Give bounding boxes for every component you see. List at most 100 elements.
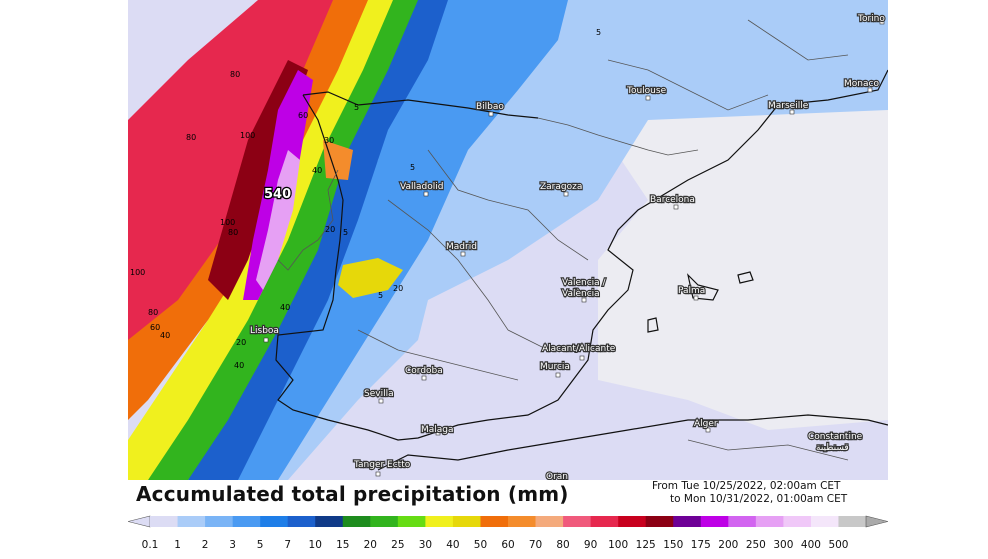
peak-value-label: 540: [264, 187, 291, 202]
city-torino: Torino: [856, 13, 887, 25]
legend-tick-label: 0.1: [142, 539, 159, 551]
city-toulouse: Toulouse: [625, 85, 668, 101]
legend-tick-label: 100: [608, 539, 628, 551]
inland-patch: [338, 258, 403, 298]
legend-swatch: [645, 516, 674, 527]
city-bilbao: Bilbao: [475, 101, 506, 117]
city-valencia: Valencia /València: [561, 277, 608, 303]
contour-label: 100: [130, 268, 145, 277]
contour-label: 60: [150, 323, 160, 332]
legend-arrow-right: [865, 515, 889, 528]
borders: [277, 19, 849, 461]
legend-tick-label: 3: [229, 539, 236, 551]
contour-label: 80: [228, 228, 238, 237]
svg-text:Torino: Torino: [857, 14, 885, 24]
legend-tick-label: 2: [202, 539, 209, 551]
legend-swatch: [260, 516, 288, 527]
legend-swatch: [508, 516, 536, 527]
legend-tick-label: 5: [257, 539, 264, 551]
contour-label: 20: [236, 338, 246, 347]
city-markers: Torino Toulouse Monaco Marseille Bilbao …: [249, 13, 887, 480]
legend-swatch: [342, 516, 371, 527]
legend-swatch: [810, 516, 839, 527]
legend-swatch: [205, 516, 233, 527]
contour-label: 100: [240, 131, 255, 140]
legend-swatch: [287, 516, 316, 527]
legend-tick-label: 40: [446, 539, 459, 551]
contour-label: 40: [280, 303, 290, 312]
contour-label: 20: [393, 284, 403, 293]
svg-text:Malaga: Malaga: [421, 425, 454, 435]
inland-patch-2: [323, 140, 353, 180]
legend-tick-label: 90: [584, 539, 597, 551]
contour-label: 80: [148, 308, 158, 317]
legend-tick-label: 1: [174, 539, 181, 551]
legend-tick-label: 20: [364, 539, 377, 551]
svg-text:Lisboa: Lisboa: [250, 326, 279, 336]
svg-text:Barcelona: Barcelona: [650, 195, 695, 205]
city-sevilla: Sevilla: [363, 388, 395, 404]
legend-tick-label: 300: [773, 539, 793, 551]
contour-labels: 80 80 100 100 100 80 80 60 40 60 30 40 2…: [130, 28, 601, 370]
legend-tick-label: 70: [529, 539, 542, 551]
contour-label: 5: [354, 103, 359, 112]
legend-tick-label: 150: [663, 539, 683, 551]
legend-swatch: [480, 516, 509, 527]
legend-swatch: [838, 516, 867, 527]
legend-swatch: [150, 516, 178, 527]
map-title: Accumulated total precipitation (mm): [136, 482, 569, 506]
dry-zone-east: [588, 110, 888, 430]
legend-swatch: [563, 516, 591, 527]
period-to: to Mon 10/31/2022, 01:00am CET: [670, 493, 848, 505]
legend-swatch: [315, 516, 344, 527]
svg-text:قسنطينة: قسنطينة: [816, 443, 849, 453]
legend-swatch: [397, 516, 426, 527]
city-murcia: Murcia: [539, 361, 571, 378]
legend-swatch: [370, 516, 399, 527]
contour-label: 5: [410, 163, 415, 172]
peak-core: [256, 150, 300, 290]
city-alicante: Alacant/Alicante: [541, 343, 617, 361]
svg-text:Tanger Ectto: Tanger Ectto: [353, 460, 411, 470]
city-palma: Palma: [677, 285, 707, 301]
contour-label: 60: [298, 111, 308, 120]
legend-tick-label: 500: [828, 539, 848, 551]
contour-label: 20: [325, 225, 335, 234]
city-barcelona: Barcelona: [649, 194, 696, 210]
contour-label: 40: [160, 331, 170, 340]
legend-swatch: [728, 516, 757, 527]
svg-text:Alacant/Alicante: Alacant/Alicante: [542, 344, 616, 354]
svg-text:Constantine: Constantine: [808, 432, 863, 442]
city-tanger: Tanger Ectto: [352, 459, 412, 477]
svg-text:Monaco: Monaco: [844, 79, 879, 89]
legend-swatch: [425, 516, 454, 527]
period-from: From Tue 10/25/2022, 02:00am CET: [652, 480, 841, 492]
legend-swatch: [755, 516, 784, 527]
contour-label: 40: [234, 361, 244, 370]
svg-text:València: València: [562, 288, 600, 299]
svg-text:Valladolid: Valladolid: [400, 182, 443, 192]
coastline: [275, 69, 888, 471]
svg-text:Madrid: Madrid: [446, 242, 477, 252]
svg-text:Toulouse: Toulouse: [626, 86, 667, 96]
city-oran: Oran: [545, 471, 569, 480]
color-legend: 0.1 1 2 3 5 7 10 15 20 25 30 40 50 60 70 80 90 100 125 150 1…: [127, 512, 889, 555]
city-lisboa: Lisboa: [249, 325, 280, 343]
svg-text:Zaragoza: Zaragoza: [540, 182, 582, 192]
legend-tick-label: 80: [556, 539, 569, 551]
svg-text:Cordoba: Cordoba: [405, 366, 443, 376]
legend-arrow-left: [127, 515, 151, 528]
city-cordoba: Cordoba: [404, 365, 444, 381]
city-monaco: Monaco: [843, 78, 881, 93]
city-zaragoza: Zaragoza: [539, 181, 584, 197]
contour-label: 100: [220, 218, 235, 227]
contour-label: 80: [186, 133, 196, 142]
legend-tick-label: 7: [284, 539, 291, 551]
contour-label: 30: [324, 136, 334, 145]
city-valladolid: Valladolid: [399, 181, 445, 197]
svg-text:Oran: Oran: [546, 472, 568, 480]
svg-text:Murcia: Murcia: [540, 362, 570, 372]
period-info: From Tue 10/25/2022, 02:00am CET to Mon …: [652, 480, 882, 506]
legend-tick-label: 10: [309, 539, 322, 551]
